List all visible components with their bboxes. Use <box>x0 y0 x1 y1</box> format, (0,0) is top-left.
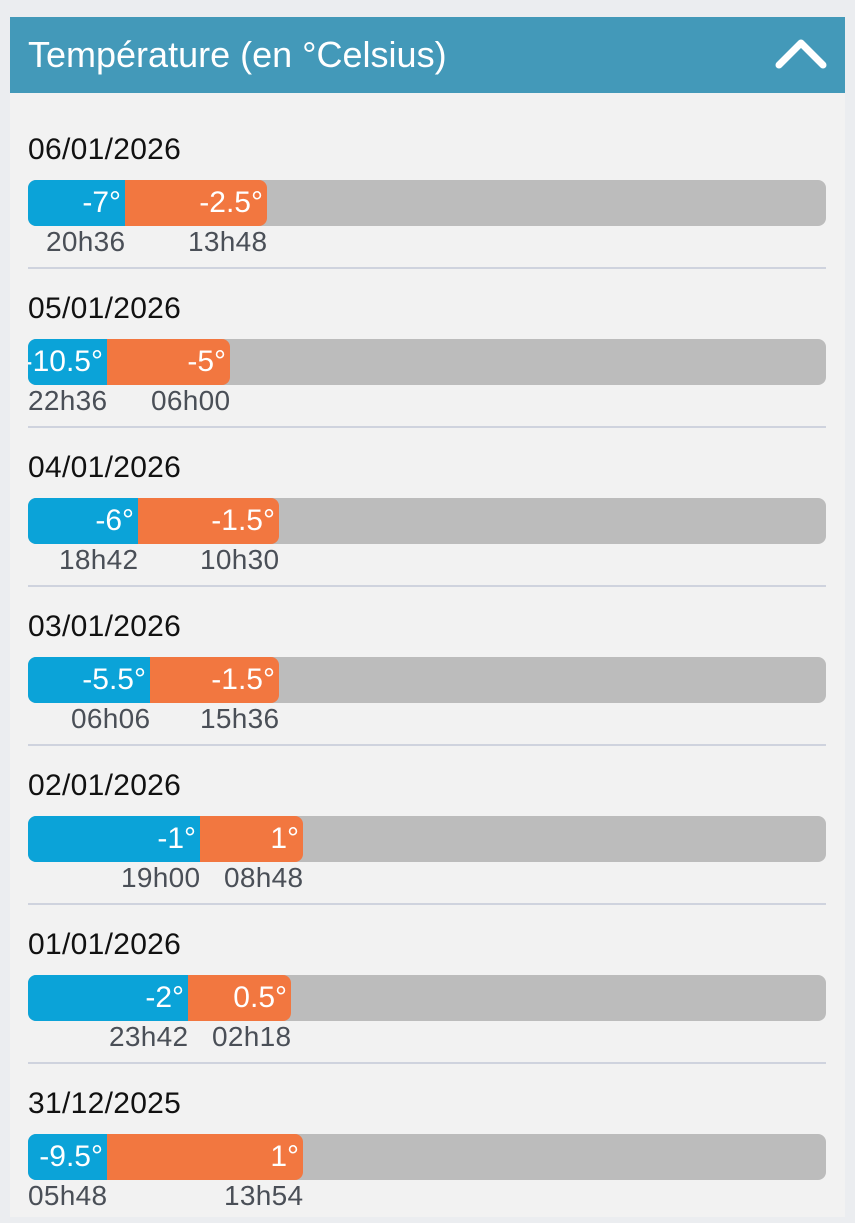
min-temp-time: 23h42 <box>109 1021 189 1052</box>
max-temp-segment: -5° <box>107 339 230 385</box>
min-temp-label: -2° <box>145 981 184 1014</box>
day-date: 31/12/2025 <box>28 1087 182 1120</box>
temperature-panel: Température (en °Celsius) 06/01/2026 -2.5… <box>10 17 845 1217</box>
day-date: 05/01/2026 <box>28 292 182 325</box>
min-temp-label: -10.5° <box>28 345 103 378</box>
min-temp-label: -5.5° <box>82 663 146 696</box>
temperature-bar: 0.5° -2° <box>28 975 826 1021</box>
max-temp-label: -5° <box>187 345 226 378</box>
temperature-bar: -1.5° -5.5° <box>28 657 826 703</box>
min-temp-segment: -7° <box>28 180 125 226</box>
day-row: 01/01/2026 0.5° -2° 23h42 02h18 <box>10 905 845 1064</box>
max-temp-segment: 0.5° <box>188 975 291 1021</box>
max-temp-label: -2.5° <box>199 186 263 219</box>
row-divider <box>28 903 826 905</box>
max-temp-time: 10h30 <box>200 544 280 575</box>
day-date: 02/01/2026 <box>28 769 182 802</box>
max-temp-time: 13h48 <box>188 226 268 257</box>
max-temp-time: 08h48 <box>224 862 304 893</box>
chevron-up-icon <box>775 39 827 69</box>
temperature-bar: -5° -10.5° <box>28 339 826 385</box>
min-temp-segment: -6° <box>28 498 138 544</box>
max-temp-segment: -1.5° <box>138 498 279 544</box>
day-date: 06/01/2026 <box>28 133 182 166</box>
min-temp-time: 18h42 <box>59 544 139 575</box>
row-divider <box>28 426 826 428</box>
row-divider <box>28 267 826 269</box>
collapse-button[interactable] <box>773 27 829 83</box>
max-temp-label: 0.5° <box>233 981 287 1014</box>
min-temp-label: -1° <box>157 822 196 855</box>
min-temp-segment: -2° <box>28 975 188 1021</box>
max-temp-label: 1° <box>270 1140 299 1173</box>
min-temp-time: 20h36 <box>46 226 126 257</box>
max-temp-label: -1.5° <box>211 504 275 537</box>
min-temp-segment: -9.5° <box>28 1134 107 1180</box>
max-temp-time: 13h54 <box>224 1180 304 1211</box>
min-temp-segment: -5.5° <box>28 657 150 703</box>
day-date: 04/01/2026 <box>28 451 182 484</box>
temperature-bar: 1° -1° <box>28 816 826 862</box>
row-divider <box>28 744 826 746</box>
max-temp-label: 1° <box>270 822 299 855</box>
panel-header[interactable]: Température (en °Celsius) <box>10 17 845 93</box>
day-row: 31/12/2025 1° -9.5° 05h48 13h54 <box>10 1064 845 1223</box>
day-row: 03/01/2026 -1.5° -5.5° 06h06 15h36 <box>10 587 845 746</box>
day-row: 02/01/2026 1° -1° 19h00 08h48 <box>10 746 845 905</box>
row-divider <box>28 585 826 587</box>
max-temp-segment: -1.5° <box>150 657 279 703</box>
max-temp-time: 02h18 <box>212 1021 292 1052</box>
panel-title: Température (en °Celsius) <box>28 34 447 75</box>
max-temp-segment: -2.5° <box>125 180 267 226</box>
max-temp-time: 15h36 <box>200 703 280 734</box>
day-date: 01/01/2026 <box>28 928 182 961</box>
day-row: 05/01/2026 -5° -10.5° 22h36 06h00 <box>10 269 845 428</box>
max-temp-time: 06h00 <box>151 385 231 416</box>
min-temp-segment: -1° <box>28 816 200 862</box>
temperature-bar: -1.5° -6° <box>28 498 826 544</box>
min-temp-label: -7° <box>82 186 121 219</box>
min-temp-label: -9.5° <box>39 1140 103 1173</box>
day-row: 04/01/2026 -1.5° -6° 18h42 10h30 <box>10 428 845 587</box>
min-temp-time: 05h48 <box>28 1180 108 1211</box>
min-temp-label: -6° <box>95 504 134 537</box>
max-temp-segment: 1° <box>200 816 303 862</box>
day-date: 03/01/2026 <box>28 610 182 643</box>
min-temp-time: 19h00 <box>121 862 201 893</box>
temperature-bar: 1° -9.5° <box>28 1134 826 1180</box>
min-temp-time: 06h06 <box>71 703 151 734</box>
row-divider <box>28 1062 826 1064</box>
day-row: 06/01/2026 -2.5° -7° 20h36 13h48 <box>10 110 845 269</box>
min-temp-segment: -10.5° <box>28 339 107 385</box>
max-temp-segment: 1° <box>107 1134 303 1180</box>
max-temp-label: -1.5° <box>211 663 275 696</box>
temperature-bar: -2.5° -7° <box>28 180 826 226</box>
min-temp-time: 22h36 <box>28 385 108 416</box>
